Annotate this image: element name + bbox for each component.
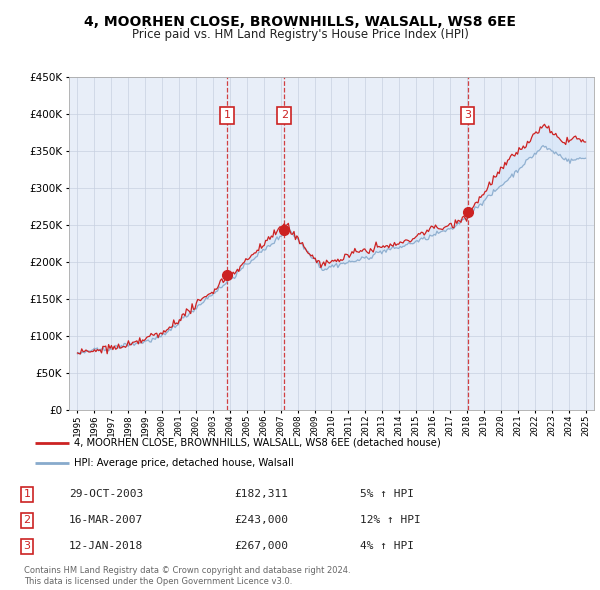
Text: HPI: Average price, detached house, Walsall: HPI: Average price, detached house, Wals… — [74, 458, 294, 468]
Text: 12% ↑ HPI: 12% ↑ HPI — [360, 516, 421, 525]
Text: 1: 1 — [23, 490, 31, 499]
Text: 3: 3 — [23, 542, 31, 551]
Text: Price paid vs. HM Land Registry's House Price Index (HPI): Price paid vs. HM Land Registry's House … — [131, 28, 469, 41]
Text: £267,000: £267,000 — [234, 542, 288, 551]
Text: £182,311: £182,311 — [234, 490, 288, 499]
Text: 2: 2 — [281, 110, 288, 120]
Text: 12-JAN-2018: 12-JAN-2018 — [69, 542, 143, 551]
Text: 4, MOORHEN CLOSE, BROWNHILLS, WALSALL, WS8 6EE: 4, MOORHEN CLOSE, BROWNHILLS, WALSALL, W… — [84, 15, 516, 29]
Text: 2: 2 — [23, 516, 31, 525]
Text: £243,000: £243,000 — [234, 516, 288, 525]
Text: 16-MAR-2007: 16-MAR-2007 — [69, 516, 143, 525]
Text: 29-OCT-2003: 29-OCT-2003 — [69, 490, 143, 499]
Text: 1: 1 — [224, 110, 230, 120]
Text: This data is licensed under the Open Government Licence v3.0.: This data is licensed under the Open Gov… — [24, 577, 292, 586]
Text: 4% ↑ HPI: 4% ↑ HPI — [360, 542, 414, 551]
Text: 3: 3 — [464, 110, 471, 120]
Text: Contains HM Land Registry data © Crown copyright and database right 2024.: Contains HM Land Registry data © Crown c… — [24, 566, 350, 575]
Text: 4, MOORHEN CLOSE, BROWNHILLS, WALSALL, WS8 6EE (detached house): 4, MOORHEN CLOSE, BROWNHILLS, WALSALL, W… — [74, 438, 441, 448]
Text: 5% ↑ HPI: 5% ↑ HPI — [360, 490, 414, 499]
